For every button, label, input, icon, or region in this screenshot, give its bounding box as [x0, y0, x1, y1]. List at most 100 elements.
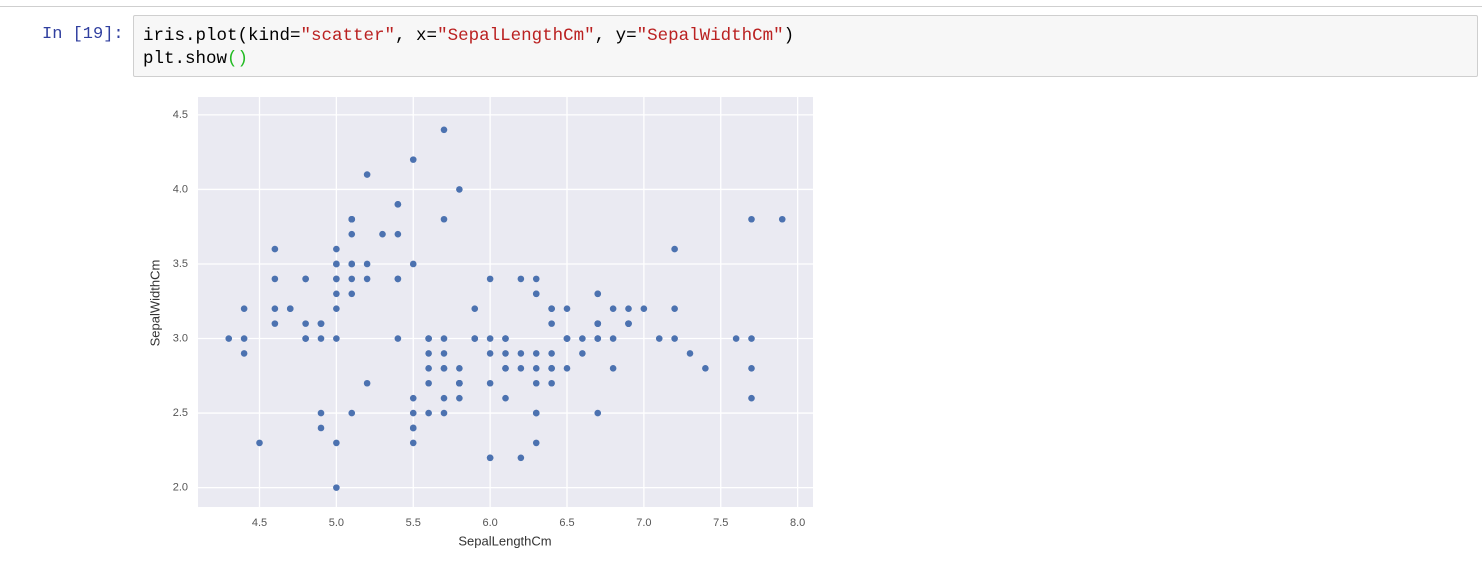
x-tick-label: 7.0 — [636, 517, 651, 529]
y-tick-label: 2.5 — [173, 407, 188, 419]
scatter-point — [379, 230, 386, 238]
scatter-point — [440, 126, 448, 134]
scatter-point — [440, 365, 448, 372]
scatter-point — [256, 439, 263, 447]
scatter-point — [486, 335, 494, 342]
scatter-point — [486, 379, 494, 387]
scatter-point — [748, 215, 755, 223]
scatter-point — [317, 320, 325, 327]
scatter-point — [317, 409, 325, 417]
scatter-point — [348, 230, 356, 238]
scatter-point — [548, 365, 555, 372]
scatter-point — [532, 350, 540, 357]
scatter-point — [702, 365, 709, 372]
scatter-point — [409, 409, 417, 417]
scatter-point — [548, 320, 555, 327]
scatter-point — [778, 215, 786, 223]
scatter-point — [286, 305, 294, 313]
scatter-point — [486, 275, 494, 283]
scatter-point — [348, 275, 356, 283]
x-tick-label: 5.5 — [406, 517, 421, 529]
scatter-point — [748, 394, 755, 402]
scatter-point — [486, 350, 494, 357]
scatter-point — [625, 320, 632, 327]
scatter-point — [563, 305, 571, 313]
scatter-point — [440, 215, 448, 223]
scatter-point — [517, 275, 525, 283]
input-prompt: In [19]: — [42, 25, 124, 44]
cell-separator — [0, 6, 1482, 7]
y-tick-label: 4.5 — [173, 109, 188, 121]
y-tick-label: 3.0 — [173, 332, 188, 344]
code-token: plt.show — [143, 49, 228, 69]
scatter-point — [240, 305, 248, 313]
scatter-point — [502, 350, 509, 357]
scatter-point — [517, 365, 525, 372]
scatter-point — [394, 335, 402, 342]
scatter-point — [548, 305, 555, 313]
scatter-point — [409, 394, 417, 402]
scatter-point — [333, 245, 340, 253]
code-token: "scatter" — [300, 26, 396, 46]
scatter-point — [671, 245, 678, 253]
y-tick-label: 3.5 — [173, 258, 188, 270]
scatter-point — [748, 365, 755, 372]
code-line: iris.plot(kind="scatter", x="SepalLength… — [143, 25, 1477, 48]
scatter-point — [640, 305, 648, 313]
scatter-point — [594, 290, 602, 298]
scatter-point — [594, 320, 602, 327]
scatter-point — [363, 275, 371, 283]
scatter-point — [240, 335, 248, 342]
scatter-point — [333, 290, 340, 298]
scatter-point — [686, 350, 694, 357]
scatter-point — [671, 305, 678, 313]
scatter-point — [440, 409, 448, 417]
scatter-point — [532, 409, 540, 417]
x-axis-label: SepalLengthCm — [458, 533, 551, 548]
scatter-point — [625, 305, 632, 313]
scatter-point — [471, 305, 479, 313]
x-tick-label: 5.0 — [329, 517, 344, 529]
scatter-point — [302, 335, 309, 342]
scatter-point — [502, 365, 509, 372]
scatter-point — [548, 379, 555, 387]
scatter-point — [502, 394, 509, 402]
scatter-point — [363, 171, 371, 178]
scatter-point — [456, 394, 463, 402]
scatter-point — [532, 439, 540, 447]
scatter-point — [271, 245, 279, 253]
scatter-point — [271, 275, 279, 283]
scatter-point — [579, 335, 586, 342]
scatter-point — [471, 335, 479, 342]
scatter-point — [425, 350, 432, 357]
scatter-point — [333, 305, 340, 313]
scatter-point — [425, 335, 432, 342]
scatter-point — [609, 335, 617, 342]
y-tick-label: 4.0 — [173, 183, 188, 195]
x-tick-label: 6.5 — [559, 517, 574, 529]
scatter-point — [317, 335, 325, 342]
code-cell[interactable]: iris.plot(kind="scatter", x="SepalLength… — [133, 15, 1478, 77]
scatter-point — [440, 350, 448, 357]
scatter-point — [348, 215, 356, 223]
scatter-point — [456, 365, 463, 372]
plot-area — [198, 97, 813, 507]
scatter-point — [348, 409, 356, 417]
x-tick-label: 4.5 — [252, 517, 267, 529]
code-token: iris.plot(kind= — [143, 26, 301, 46]
code-token: , x= — [395, 26, 438, 46]
scatter-point — [363, 379, 371, 387]
scatter-point — [271, 305, 279, 313]
code-token: () — [227, 49, 249, 69]
scatter-point — [333, 275, 340, 283]
scatter-point — [517, 454, 525, 462]
scatter-point — [333, 484, 340, 491]
scatter-point — [609, 365, 617, 372]
scatter-point — [563, 335, 571, 342]
x-tick-label: 6.0 — [482, 517, 497, 529]
scatter-point — [394, 275, 402, 283]
scatter-point — [563, 365, 571, 372]
scatter-point — [394, 201, 402, 208]
